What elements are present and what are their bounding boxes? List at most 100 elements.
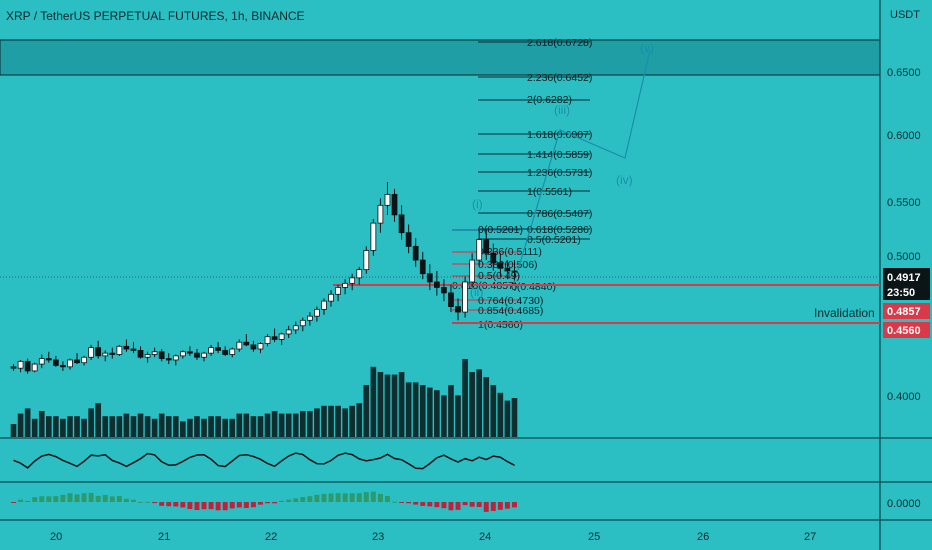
fib-ret-label-05: 0.5(0.49) xyxy=(478,270,520,282)
candle-body[interactable] xyxy=(433,281,440,288)
candle-body[interactable] xyxy=(349,277,356,284)
candle-body[interactable] xyxy=(95,347,102,357)
candle-body[interactable] xyxy=(299,319,306,327)
candle-body[interactable] xyxy=(123,345,130,350)
candle-body[interactable] xyxy=(137,349,144,358)
candle-body[interactable] xyxy=(215,347,222,351)
invalidation-tag[interactable]: 0.4560 xyxy=(883,322,930,338)
macd-bar xyxy=(293,498,299,502)
candle-body[interactable] xyxy=(419,259,426,275)
x-tick-23: 23 xyxy=(372,531,384,543)
volume-bar xyxy=(448,385,454,437)
candle-body[interactable] xyxy=(448,292,454,308)
macd-bar xyxy=(46,496,52,502)
candle-body[interactable] xyxy=(469,259,476,283)
macd-bar xyxy=(11,502,16,503)
candle-body[interactable] xyxy=(264,336,271,344)
candle-body[interactable] xyxy=(52,359,59,366)
candle-body[interactable] xyxy=(384,193,391,206)
candle-body[interactable] xyxy=(370,222,377,251)
candle-body[interactable] xyxy=(102,352,109,357)
candle-body[interactable] xyxy=(257,343,264,350)
candle-body[interactable] xyxy=(208,347,214,354)
candle-body[interactable] xyxy=(476,239,483,261)
candle-body[interactable] xyxy=(285,329,292,335)
fib-ext-label-0786: 0.786(0.5407) xyxy=(527,208,592,220)
candle-body[interactable] xyxy=(24,360,31,372)
candle-body[interactable] xyxy=(335,287,341,295)
candle-body[interactable] xyxy=(74,359,80,364)
macd-bar xyxy=(180,502,186,508)
candle-body[interactable] xyxy=(179,351,186,357)
candle-body[interactable] xyxy=(38,358,45,365)
candle-body[interactable] xyxy=(511,270,518,273)
candle-body[interactable] xyxy=(67,359,73,368)
macd-bar xyxy=(138,501,143,503)
candle-body[interactable] xyxy=(306,315,313,321)
candle-body[interactable] xyxy=(31,363,38,372)
candle-body[interactable] xyxy=(377,204,384,224)
macd-bar xyxy=(406,502,412,504)
candle-body[interactable] xyxy=(398,214,405,234)
candle-body[interactable] xyxy=(321,300,327,310)
macd-pane[interactable] xyxy=(0,482,880,520)
candle-body[interactable] xyxy=(483,239,490,254)
x-tick-26: 26 xyxy=(697,531,709,543)
candle-body[interactable] xyxy=(88,347,95,358)
candle-body[interactable] xyxy=(187,351,193,354)
candle-body[interactable] xyxy=(490,252,497,264)
volume-bar xyxy=(222,418,229,437)
candle-body[interactable] xyxy=(250,344,257,350)
candle-body[interactable] xyxy=(10,366,17,369)
candle-body[interactable] xyxy=(45,358,52,361)
macd-bar xyxy=(448,502,454,511)
candle-body[interactable] xyxy=(412,245,419,261)
candle-body[interactable] xyxy=(243,341,250,346)
candle-body[interactable] xyxy=(292,325,299,331)
volume-bar xyxy=(292,413,299,437)
candle-body[interactable] xyxy=(151,351,158,355)
candle-body[interactable] xyxy=(356,269,363,279)
candle-body[interactable] xyxy=(17,360,24,369)
candle-body[interactable] xyxy=(441,287,447,294)
candle-body[interactable] xyxy=(426,273,433,283)
candle-body[interactable] xyxy=(165,358,172,361)
fib-ret-label-0764: 0.764(0.4730) xyxy=(478,295,543,307)
level-0618-tag[interactable]: 0.4857 xyxy=(883,303,930,319)
candle-body[interactable] xyxy=(504,267,511,272)
candle-body[interactable] xyxy=(342,282,349,288)
candle-body[interactable] xyxy=(158,351,165,360)
candle-body[interactable] xyxy=(60,365,66,368)
candle-body[interactable] xyxy=(363,250,370,271)
candle-body[interactable] xyxy=(391,193,398,216)
candle-body[interactable] xyxy=(497,262,504,269)
candle-body[interactable] xyxy=(144,354,151,358)
y-tick-0400: 0.4000 xyxy=(887,391,921,403)
candle-body[interactable] xyxy=(462,281,468,313)
macd-bar xyxy=(67,493,73,502)
rsi-pane[interactable] xyxy=(0,438,880,482)
candle-body[interactable] xyxy=(116,345,123,355)
volume-bar xyxy=(441,395,447,437)
candle-body[interactable] xyxy=(229,348,236,355)
candle-body[interactable] xyxy=(314,308,320,317)
candle-body[interactable] xyxy=(81,356,87,364)
candle-body[interactable] xyxy=(172,355,179,361)
candle-body[interactable] xyxy=(130,348,137,351)
candle-body[interactable] xyxy=(109,352,116,355)
candle-body[interactable] xyxy=(271,336,278,340)
candle-body[interactable] xyxy=(278,333,285,340)
candle-body[interactable] xyxy=(455,306,461,313)
candles[interactable] xyxy=(10,182,518,374)
candle-body[interactable] xyxy=(405,232,412,247)
wave-label-v: (v) xyxy=(640,41,654,55)
candle-body[interactable] xyxy=(222,349,229,355)
candle-body[interactable] xyxy=(236,341,243,350)
candle-body[interactable] xyxy=(201,352,207,358)
fib-extension-group[interactable]: 2.618(0.6728) 2.236(0.6452) 2(0.6282) 1.… xyxy=(478,37,592,293)
candle-body[interactable] xyxy=(194,352,200,358)
current-price-tag[interactable]: 0.4917 23:50 xyxy=(883,268,930,300)
candle-body[interactable] xyxy=(328,293,334,302)
volume-bar xyxy=(250,416,257,437)
